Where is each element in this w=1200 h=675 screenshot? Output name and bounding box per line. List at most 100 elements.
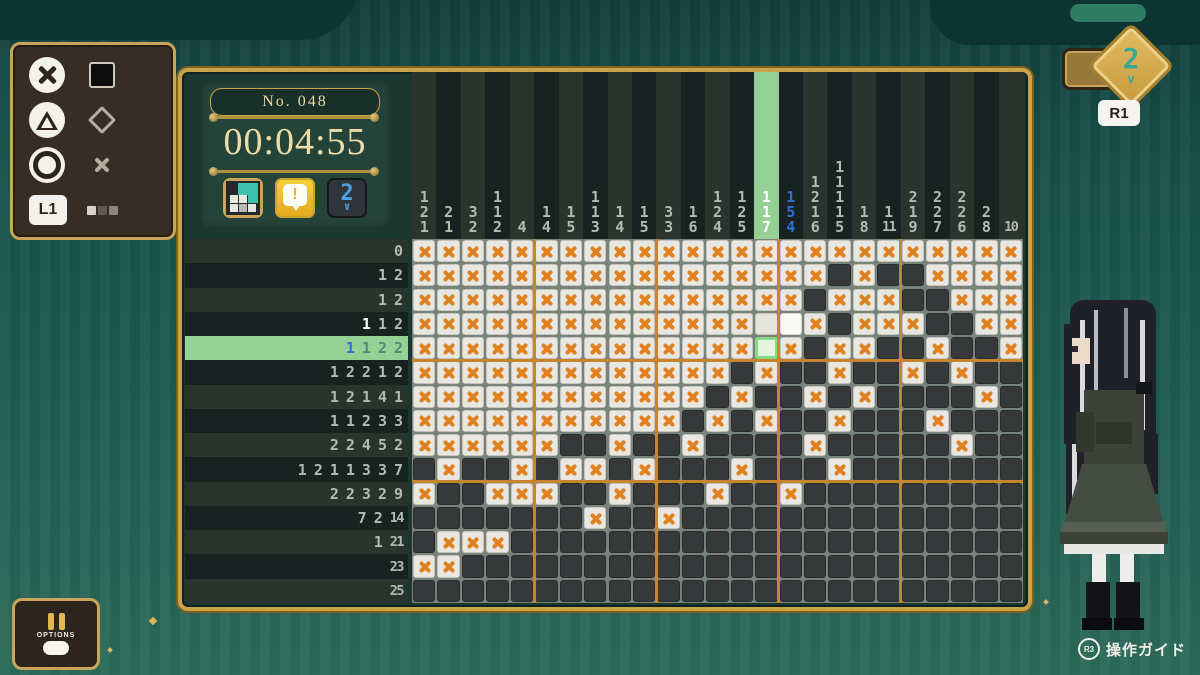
grid-cell-r10c2[interactable] bbox=[437, 458, 460, 481]
grid-cell-r11c8[interactable] bbox=[584, 482, 607, 505]
grid-cell-r7c8[interactable] bbox=[584, 385, 607, 408]
grid-cell-r15c13[interactable] bbox=[706, 579, 729, 602]
grid-cell-r13c18[interactable] bbox=[828, 531, 851, 554]
grid-cell-r2c19[interactable] bbox=[852, 264, 876, 287]
grid-cell-r6c18[interactable] bbox=[828, 361, 851, 384]
grid-cell-r8c13[interactable] bbox=[706, 409, 729, 433]
grid-cell-r4c14[interactable] bbox=[730, 312, 754, 335]
grid-cell-r7c7[interactable] bbox=[559, 385, 583, 408]
grid-cell-r15c6[interactable] bbox=[535, 579, 558, 602]
grid-cell-r13c1[interactable] bbox=[413, 531, 436, 554]
grid-cell-r13c8[interactable] bbox=[584, 531, 607, 554]
grid-cell-r14c7[interactable] bbox=[559, 555, 583, 578]
grid-cell-r10c8[interactable] bbox=[584, 458, 607, 481]
grid-cell-r13c6[interactable] bbox=[535, 531, 558, 554]
grid-cell-r2c17[interactable] bbox=[804, 264, 827, 287]
grid-cell-r11c11[interactable] bbox=[657, 482, 680, 505]
grid-cell-r10c11[interactable] bbox=[657, 458, 680, 481]
grid-cell-r10c12[interactable] bbox=[681, 458, 705, 481]
grid-cell-r1c2[interactable] bbox=[437, 240, 460, 263]
grid-cell-r4c17[interactable] bbox=[804, 312, 827, 335]
grid-cell-r12c18[interactable] bbox=[828, 506, 851, 530]
grid-cell-r6c10[interactable] bbox=[632, 361, 656, 384]
grid-cell-r1c8[interactable] bbox=[584, 240, 607, 263]
grid-cell-r11c3[interactable] bbox=[461, 482, 485, 505]
grid-cell-r11c14[interactable] bbox=[730, 482, 754, 505]
grid-cell-r15c10[interactable] bbox=[632, 579, 656, 602]
grid-cell-r7c14[interactable] bbox=[730, 385, 754, 408]
grid-cell-r12c11[interactable] bbox=[657, 506, 680, 530]
grid-cell-r11c4[interactable] bbox=[486, 482, 509, 505]
grid-cell-r6c19[interactable] bbox=[852, 361, 876, 384]
grid-cell-r8c25[interactable] bbox=[999, 409, 1022, 433]
grid-cell-r12c23[interactable] bbox=[950, 506, 974, 530]
grid-cell-r15c25[interactable] bbox=[999, 579, 1022, 602]
grid-cell-r11c25[interactable] bbox=[999, 482, 1022, 505]
grid-cell-r13c13[interactable] bbox=[706, 531, 729, 554]
grid-cell-r4c5[interactable] bbox=[510, 312, 534, 335]
grid-cell-r12c24[interactable] bbox=[975, 506, 998, 530]
grid-cell-r5c4[interactable] bbox=[486, 337, 509, 360]
grid-cell-r1c18[interactable] bbox=[828, 240, 851, 263]
grid-cell-r4c3[interactable] bbox=[461, 312, 485, 335]
grid-cell-r6c4[interactable] bbox=[486, 361, 509, 384]
grid-cell-r4c2[interactable] bbox=[437, 312, 460, 335]
grid-cell-r8c11[interactable] bbox=[657, 409, 680, 433]
grid-cell-r4c24[interactable] bbox=[975, 312, 998, 335]
grid-cell-r14c11[interactable] bbox=[657, 555, 680, 578]
grid-cell-r1c24[interactable] bbox=[975, 240, 998, 263]
grid-cell-r3c2[interactable] bbox=[437, 288, 460, 311]
grid-cell-r4c21[interactable] bbox=[901, 312, 925, 335]
grid-cell-r15c23[interactable] bbox=[950, 579, 974, 602]
grid-cell-r1c15[interactable] bbox=[755, 240, 778, 263]
grid-cell-r13c22[interactable] bbox=[926, 531, 949, 554]
grid-cell-r9c15[interactable] bbox=[755, 434, 778, 457]
grid-cell-r1c7[interactable] bbox=[559, 240, 583, 263]
grid-cell-r7c10[interactable] bbox=[632, 385, 656, 408]
grid-cell-r10c18[interactable] bbox=[828, 458, 851, 481]
grid-cell-r7c25[interactable] bbox=[999, 385, 1022, 408]
grid-cell-r12c13[interactable] bbox=[706, 506, 729, 530]
grid-cell-r10c25[interactable] bbox=[999, 458, 1022, 481]
grid-cell-r12c17[interactable] bbox=[804, 506, 827, 530]
grid-cell-r1c17[interactable] bbox=[804, 240, 827, 263]
grid-cell-r5c3[interactable] bbox=[461, 337, 485, 360]
grid-cell-r1c10[interactable] bbox=[632, 240, 656, 263]
grid-cell-r6c7[interactable] bbox=[559, 361, 583, 384]
grid-cell-r8c16[interactable] bbox=[779, 409, 802, 433]
grid-cell-r7c24[interactable] bbox=[975, 385, 998, 408]
grid-cell-r8c10[interactable] bbox=[632, 409, 656, 433]
grid-cell-r5c21[interactable] bbox=[901, 337, 925, 360]
grid-cell-r12c20[interactable] bbox=[877, 506, 900, 530]
grid-cell-r14c14[interactable] bbox=[730, 555, 754, 578]
grid-cell-r9c8[interactable] bbox=[584, 434, 607, 457]
grid-cell-r8c9[interactable] bbox=[608, 409, 631, 433]
grid-cell-r10c7[interactable] bbox=[559, 458, 583, 481]
grid-cell-r9c9[interactable] bbox=[608, 434, 631, 457]
grid-cell-r6c5[interactable] bbox=[510, 361, 534, 384]
grid-cell-r10c9[interactable] bbox=[608, 458, 631, 481]
grid-cell-r1c1[interactable] bbox=[413, 240, 436, 263]
grid-cell-r12c4[interactable] bbox=[486, 506, 509, 530]
grid-cell-r15c14[interactable] bbox=[730, 579, 754, 602]
grid-cell-r9c5[interactable] bbox=[510, 434, 534, 457]
grid-cell-r12c19[interactable] bbox=[852, 506, 876, 530]
grid-cell-r11c19[interactable] bbox=[852, 482, 876, 505]
grid-cell-r2c14[interactable] bbox=[730, 264, 754, 287]
grid-cell-r6c25[interactable] bbox=[999, 361, 1022, 384]
grid-cell-r3c22[interactable] bbox=[926, 288, 949, 311]
grid-cell-r7c12[interactable] bbox=[681, 385, 705, 408]
grid-cell-r12c3[interactable] bbox=[461, 506, 485, 530]
grid-cell-r4c7[interactable] bbox=[559, 312, 583, 335]
grid-cell-r8c23[interactable] bbox=[950, 409, 974, 433]
grid-cell-r14c22[interactable] bbox=[926, 555, 949, 578]
grid-cell-r5c22[interactable] bbox=[926, 337, 949, 360]
grid-cell-r6c9[interactable] bbox=[608, 361, 631, 384]
grid-cell-r1c11[interactable] bbox=[657, 240, 680, 263]
grid-cell-r5c19[interactable] bbox=[852, 337, 876, 360]
grid-cell-r5c11[interactable] bbox=[657, 337, 680, 360]
grid-cell-r10c23[interactable] bbox=[950, 458, 974, 481]
grid-cell-r14c2[interactable] bbox=[437, 555, 460, 578]
grid-cell-r7c23[interactable] bbox=[950, 385, 974, 408]
grid-cell-r14c3[interactable] bbox=[461, 555, 485, 578]
